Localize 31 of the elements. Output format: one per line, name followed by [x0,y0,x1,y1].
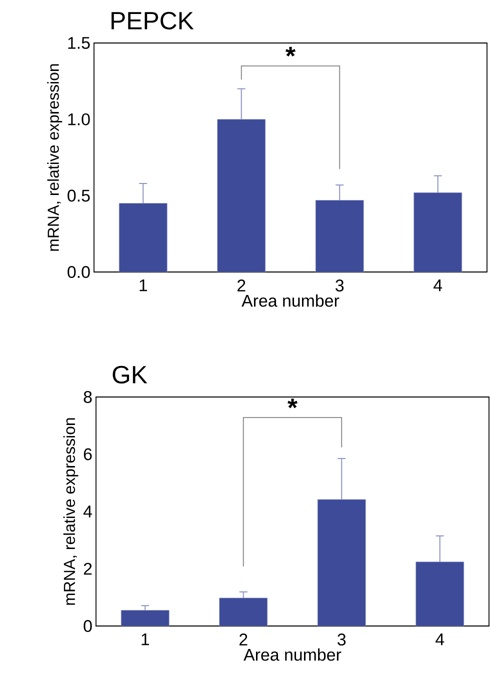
x-tick-label: 3 [336,280,344,292]
y-tick-label: 4 [83,506,92,518]
y-tick-label: 0.5 [68,190,90,202]
bar [414,192,462,272]
x-axis-title: Area number [244,648,342,661]
bar [118,203,168,272]
y-tick-label: 1.5 [68,37,90,49]
x-tick-label: 4 [436,634,444,646]
x-tick-label: 3 [338,634,346,646]
y-tick-label: 2 [84,562,92,575]
y-tick-label: 1.0 [68,113,90,126]
x-tick-label: 1 [142,634,150,646]
y-tick-label: 8 [84,390,92,403]
chart-title: GK [112,366,148,384]
y-axis-title: mRNA, relative expression [63,418,78,605]
y-tick-label: 6 [84,448,92,460]
bar [120,610,170,626]
x-tick-label: 4 [434,280,442,292]
x-axis-title: Area number [242,294,340,307]
x-tick-label: 1 [140,280,148,292]
y-axis-title: mRNA, relative expression [47,64,62,251]
y-tick-label: 0 [84,620,92,632]
annotation: * [288,398,298,408]
x-tick-label: 2 [240,634,248,646]
chart-title: PEPCK [112,12,194,30]
x-tick-label: 2 [238,280,246,292]
y-tick-label: 0.0 [68,266,90,278]
bar [315,200,364,272]
bar [416,562,464,626]
annotation: * [286,46,296,57]
bar [219,598,268,626]
